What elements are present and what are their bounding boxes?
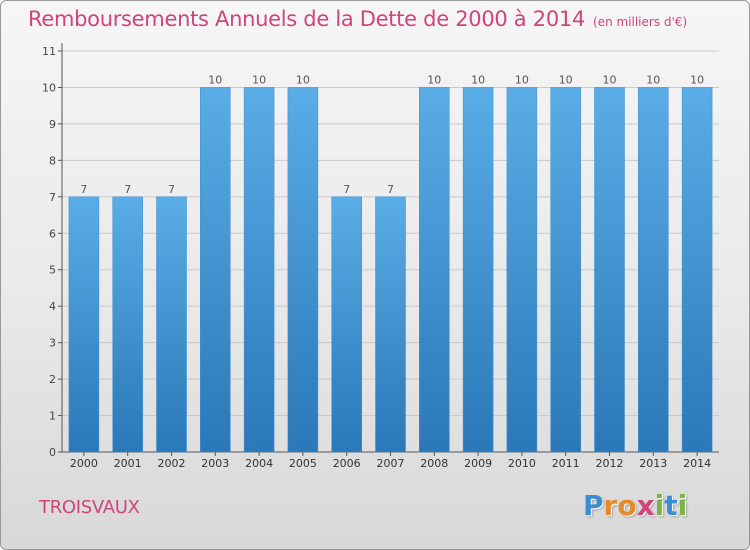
x-tick-label: 2008 — [420, 457, 448, 470]
x-tick-label: 2003 — [201, 457, 229, 470]
x-tick-label: 2004 — [245, 457, 273, 470]
bar-2008 — [419, 87, 450, 453]
bar-2011 — [550, 87, 581, 453]
x-tick-label: 2010 — [508, 457, 536, 470]
x-tick-label: 2012 — [596, 457, 624, 470]
bar-value-label: 10 — [559, 73, 573, 86]
bar-2005 — [287, 87, 319, 453]
y-tick-label: 7 — [49, 191, 56, 204]
bar-value-label: 7 — [124, 183, 131, 196]
logo-letter: x — [636, 489, 655, 522]
logo-letter: P — [583, 489, 604, 522]
bar-2001 — [112, 196, 143, 453]
commune-name: TROISVAUX — [39, 497, 140, 518]
x-tick-label: 2014 — [683, 457, 711, 470]
bar-2003 — [200, 87, 231, 453]
x-tick-label: 2011 — [552, 457, 580, 470]
bar-value-label: 10 — [690, 73, 704, 86]
logo-letter: t — [664, 489, 678, 522]
x-tick-label: 2006 — [333, 457, 361, 470]
bar-value-label: 7 — [343, 183, 350, 196]
chart-subtitle: (en milliers d'€) — [593, 15, 688, 29]
bar-layer — [68, 87, 713, 453]
bar-value-label: 10 — [471, 73, 485, 86]
bar-value-label: 7 — [168, 183, 175, 196]
x-tick-label: 2001 — [114, 457, 142, 470]
bar-value-label: 10 — [208, 73, 222, 86]
bar-2010 — [506, 87, 538, 453]
x-tick-label: 2007 — [377, 457, 405, 470]
x-tick-label: 2005 — [289, 457, 317, 470]
logo-letter: i — [677, 489, 688, 522]
title-row: Remboursements Annuels de la Dette de 20… — [28, 7, 687, 31]
bar-value-label: 10 — [252, 73, 266, 86]
bar-2013 — [638, 87, 669, 453]
logo-letter: i — [654, 489, 665, 522]
x-tick-label: 2002 — [158, 457, 186, 470]
bar-2012 — [594, 87, 625, 453]
bar-value-label: 7 — [387, 183, 394, 196]
axis-layer: 0 1 2 3 4 5 6 7 8 9 10 11 — [42, 43, 719, 459]
logo-letter: o — [617, 489, 637, 522]
y-tick-label: 11 — [42, 45, 56, 58]
x-tick-label: 2013 — [639, 457, 667, 470]
bar-value-label: 7 — [80, 183, 87, 196]
bar-2007 — [375, 196, 406, 453]
label-layer: 7 2000 7 2001 7 2002 10 2003 10 2004 10 2005 7 2006 7 2… — [70, 73, 711, 470]
y-tick-label: 2 — [49, 373, 56, 386]
bar-value-label: 10 — [603, 73, 617, 86]
bar-value-label: 10 — [296, 73, 310, 86]
y-tick-label: 3 — [49, 337, 56, 350]
bar-2002 — [156, 196, 187, 453]
y-tick-label: 10 — [42, 81, 56, 94]
y-tick-label: 1 — [49, 410, 56, 423]
bar-2006 — [331, 196, 362, 453]
x-tick-label: 2000 — [70, 457, 98, 470]
bar-2004 — [243, 87, 275, 453]
y-tick-label: 4 — [49, 300, 56, 313]
bar-2000 — [68, 196, 100, 453]
chart-title: Remboursements Annuels de la Dette de 20… — [28, 7, 585, 31]
bar-2014 — [681, 87, 713, 453]
bar-value-label: 10 — [646, 73, 660, 86]
logo-letter: r — [603, 489, 618, 522]
proxiti-logo: Proxiti — [583, 489, 687, 522]
x-tick-label: 2009 — [464, 457, 492, 470]
bar-value-label: 10 — [515, 73, 529, 86]
y-tick-label: 0 — [49, 446, 56, 459]
y-tick-label: 8 — [49, 154, 56, 167]
bar-value-label: 10 — [427, 73, 441, 86]
bar-2009 — [462, 87, 494, 453]
y-tick-label: 9 — [49, 118, 56, 131]
y-tick-label: 6 — [49, 227, 56, 240]
y-tick-label: 5 — [49, 264, 56, 277]
